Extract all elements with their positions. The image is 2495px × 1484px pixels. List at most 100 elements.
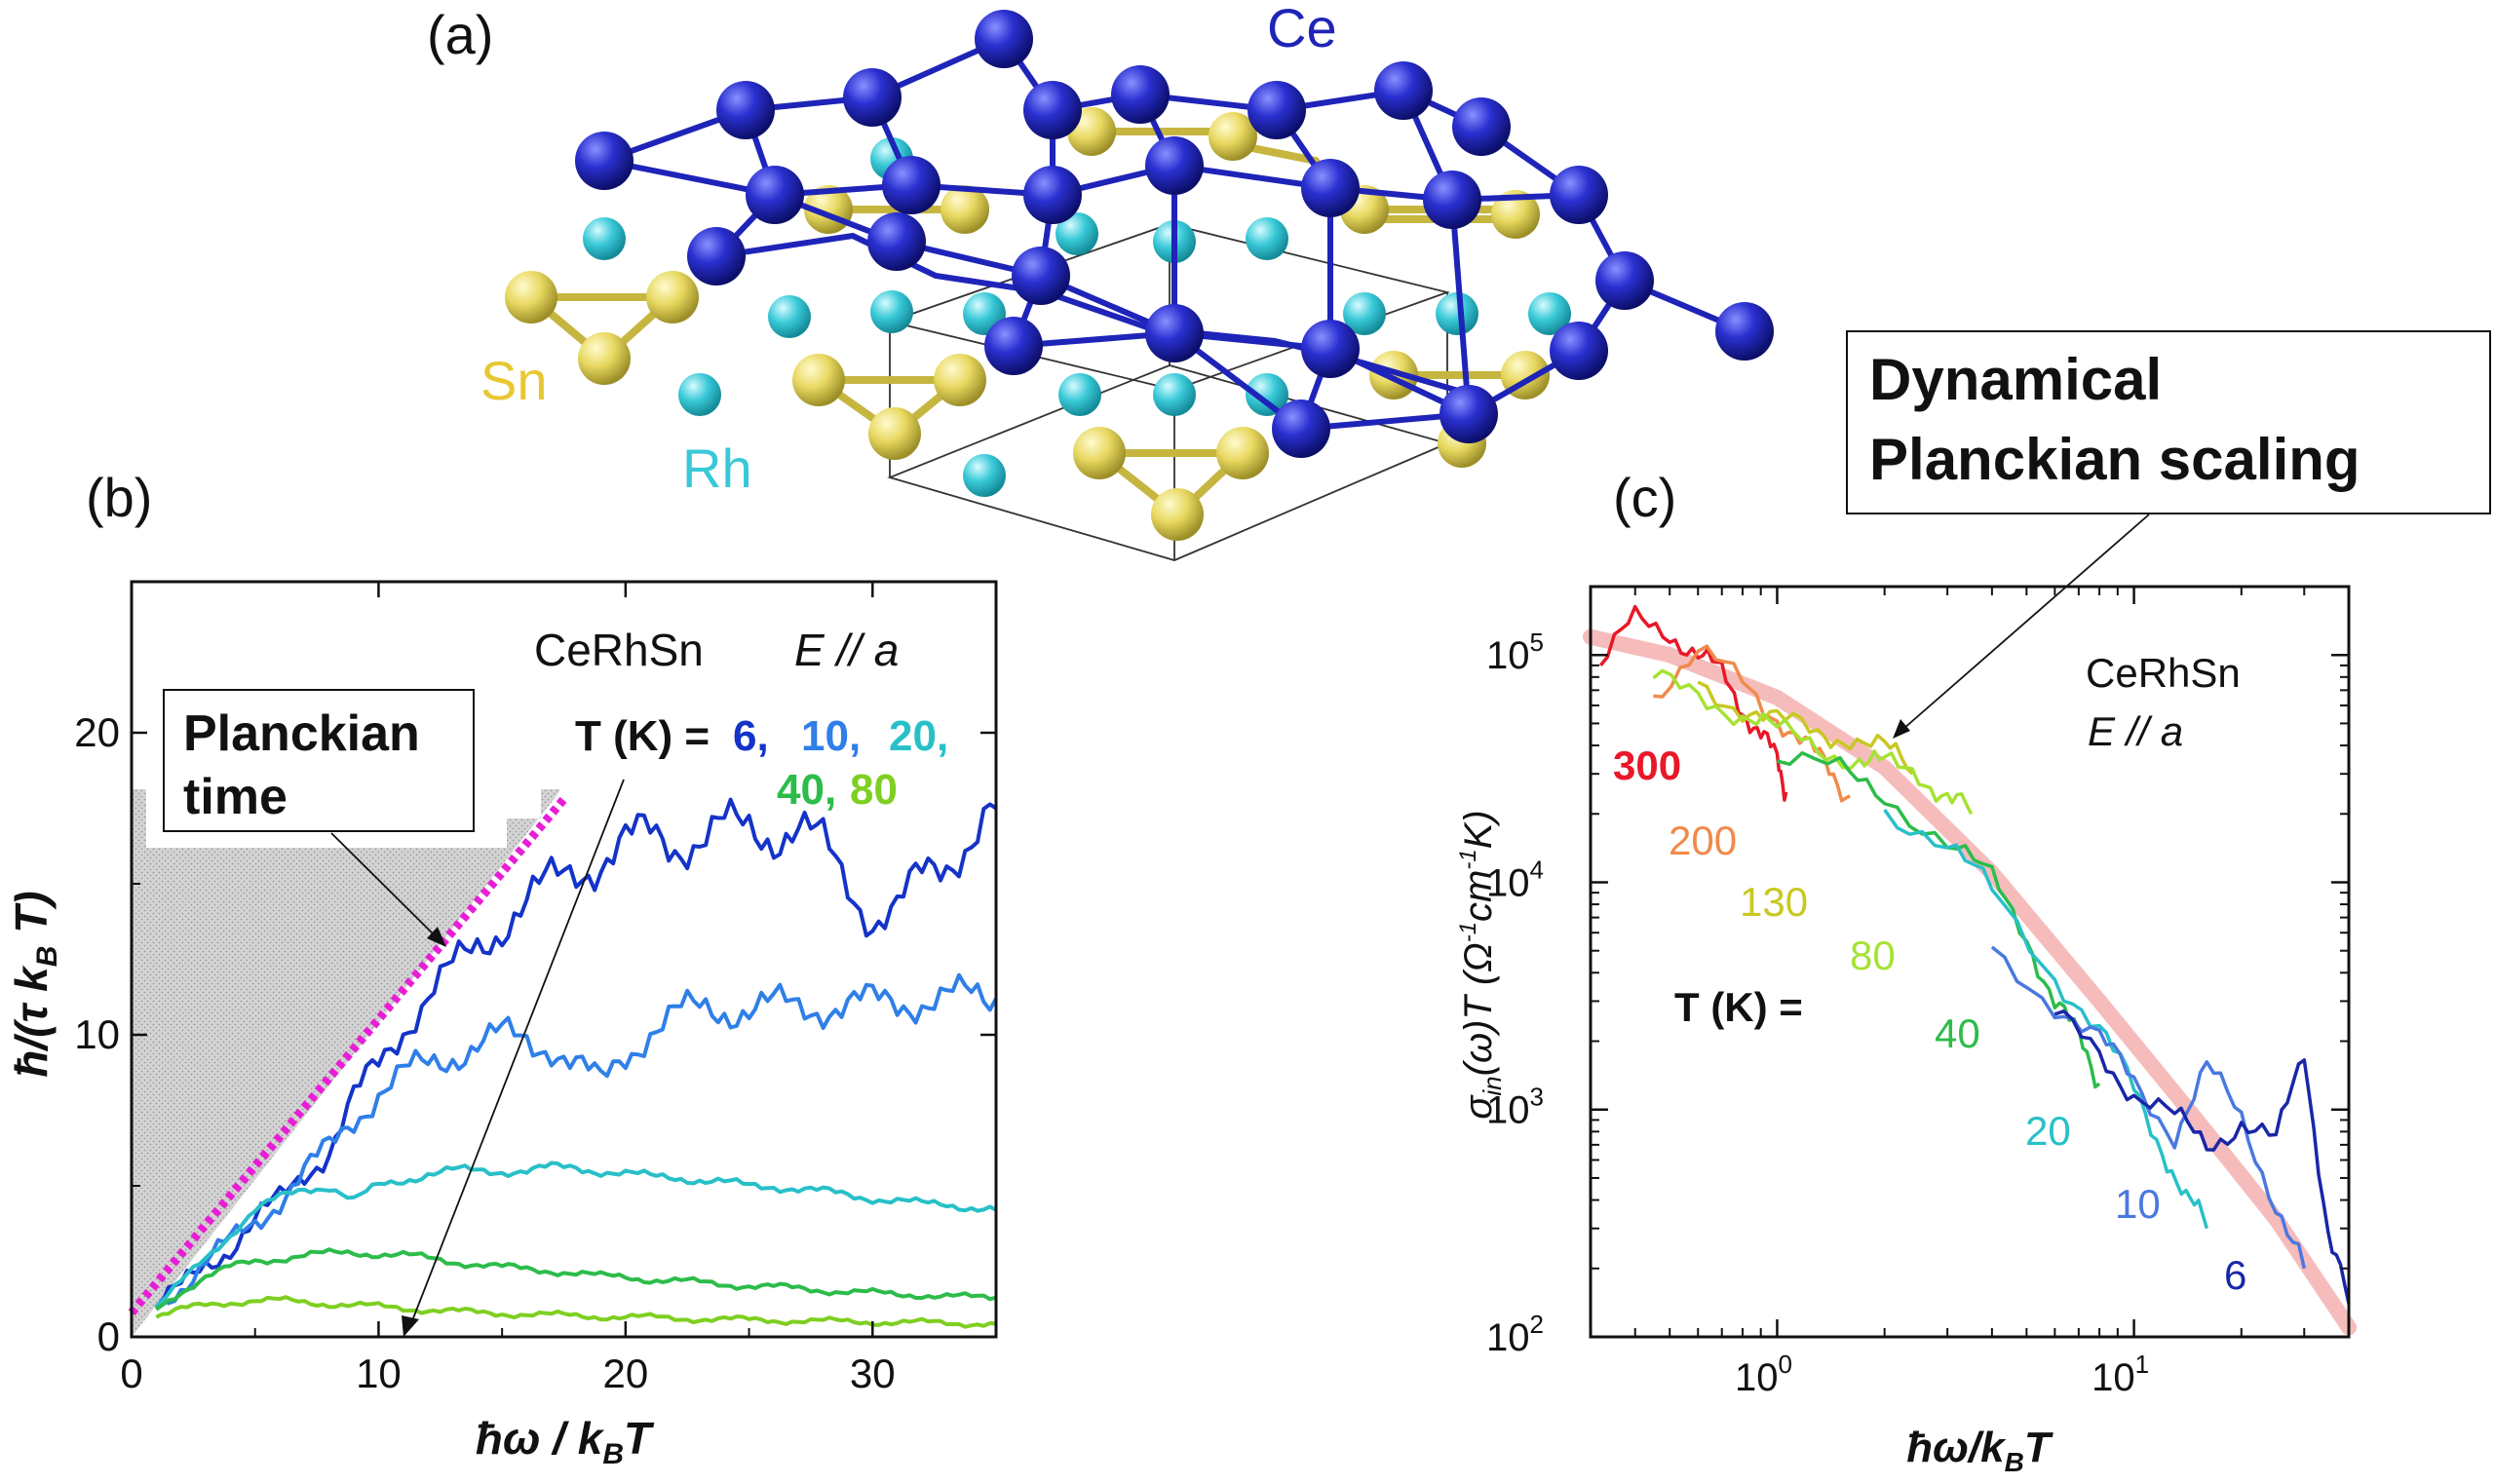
y-tick-label: 20 (74, 709, 120, 755)
ce-label: Ce (1267, 0, 1337, 58)
panel-c-temp-80: 80 (1850, 932, 1896, 978)
sn-atoms (505, 107, 1550, 541)
series-line-T20 (155, 1161, 997, 1309)
ce-atom (1374, 61, 1433, 120)
dynamical-scaling-text-1: Dynamical (1869, 347, 2162, 412)
rh-atom (870, 290, 913, 333)
x-tick-label: 0 (120, 1351, 142, 1396)
planckian-time-text-2: time (183, 769, 288, 825)
ce-atom (1301, 320, 1360, 378)
rh-atom (1343, 292, 1386, 335)
ce-atom (1248, 81, 1306, 139)
panel-b-ylabel: ħ/(τ kB T) (6, 891, 63, 1077)
sn-atom (1491, 190, 1540, 239)
planckian-forbidden-region (132, 789, 560, 1337)
ce-atom (1023, 81, 1082, 139)
rh-atom (1058, 373, 1101, 416)
panel-c-xlabel: ħω/kBT (1906, 1424, 2054, 1477)
ce-atom (1145, 136, 1204, 195)
panel-b-field: E // a (794, 625, 899, 675)
planckian-time-arrowhead (427, 927, 446, 947)
ce-atom (1423, 171, 1481, 229)
series-line-T80 (1652, 668, 1974, 816)
panel-a-label: (a) (427, 4, 493, 65)
panel-c-ylabel: σin(ω)T (Ω-1cm-1K) (1455, 810, 1507, 1119)
series-line-T6 (155, 797, 998, 1309)
dynamical-scaling-arrow (1902, 514, 2150, 730)
ce-atom (1550, 322, 1608, 380)
y-tick-label: 102 (1486, 1310, 1544, 1359)
panel-c-temps-prefix: T (K) = (1674, 984, 1803, 1030)
ce-atom (1595, 251, 1654, 310)
planckian-time-line (128, 796, 567, 1316)
panel-b-temp-80: 80 (850, 766, 898, 814)
panel-b-temp-10: 10, (801, 712, 861, 760)
plot-b-frame (130, 580, 998, 1339)
panel-b-label: (b) (86, 467, 152, 528)
sn-atom (940, 185, 989, 234)
rh-atom (1056, 212, 1098, 255)
rh-atom (1246, 373, 1288, 416)
plot-c-area (1583, 604, 2357, 1336)
plot-b-area (128, 796, 998, 1329)
x-tick-label: 20 (602, 1351, 648, 1396)
rh-atom (583, 217, 626, 260)
ce-atom (1023, 166, 1082, 224)
y-tick-label: 105 (1486, 628, 1544, 677)
sn-atom (505, 271, 557, 323)
panel-b-xlabel: ħω / kBT (476, 1413, 655, 1470)
panel-c-temp-200: 200 (1669, 818, 1737, 863)
ce-atom (575, 132, 633, 190)
ce-atom (1272, 400, 1330, 458)
panel-c-temp-20: 20 (2025, 1108, 2071, 1154)
sn-atom (1073, 427, 1126, 479)
panel-b-temp-6: 6, (733, 712, 769, 760)
panel-b-material: CeRhSn (534, 625, 704, 675)
planckian-time-arrow (330, 832, 438, 938)
panel-c-temp-10: 10 (2115, 1181, 2161, 1227)
series-line-T80 (155, 1295, 997, 1329)
temperature-arrowhead (402, 1315, 419, 1337)
sn-atom (1151, 488, 1204, 541)
panel-c-temp-6: 6 (2224, 1252, 2246, 1298)
sn-atom (1209, 112, 1257, 161)
panel-b: (b) 0 10 20 30 0 10 20 CeRhSn E // a T (K) = 6… (6, 467, 998, 1470)
series-line-T200 (1653, 644, 1851, 803)
sn-atom (578, 332, 631, 385)
ce-atom (716, 81, 775, 139)
sn-atom (646, 271, 699, 323)
ce-atom (882, 156, 940, 214)
ce-atom (1111, 65, 1170, 124)
rh-atom (1246, 217, 1288, 260)
temperature-arrow (410, 779, 625, 1324)
y-tick-label: 10 (74, 1011, 120, 1057)
series-line-T10 (154, 972, 998, 1310)
planckian-time-box (163, 689, 475, 832)
dynamical-scaling-text-2: Planckian scaling (1869, 427, 2361, 492)
planckian-time-text-1: Planckian (183, 705, 420, 762)
y-tick-label: 0 (97, 1313, 120, 1359)
panel-c-temp-300: 300 (1613, 742, 1681, 788)
dynamical-scaling-box (1846, 330, 2491, 514)
series-line-T6 (2054, 1009, 2351, 1305)
series-line-T20 (1883, 808, 2208, 1230)
x-tick-label: 30 (850, 1351, 896, 1396)
rh-atom (768, 295, 811, 338)
sn-atom (934, 354, 986, 406)
ce-atom (1012, 247, 1070, 305)
ce-atoms (575, 10, 1774, 458)
ce-atom (1439, 385, 1498, 443)
series-line-T40 (155, 1247, 997, 1312)
rh-atom (963, 454, 1006, 497)
panel-b-temps-prefix: T (K) = (575, 712, 710, 760)
sn-atom (868, 407, 921, 460)
x-tick-label: 100 (1735, 1350, 1792, 1399)
plot-b-axes: 0 10 20 30 0 10 20 (74, 580, 998, 1396)
ce-atom (984, 317, 1043, 375)
ce-atom (1715, 302, 1774, 361)
panel-c-temp-130: 130 (1740, 879, 1808, 925)
ce-atom (1301, 159, 1360, 217)
series-line-T130 (1697, 680, 1914, 776)
